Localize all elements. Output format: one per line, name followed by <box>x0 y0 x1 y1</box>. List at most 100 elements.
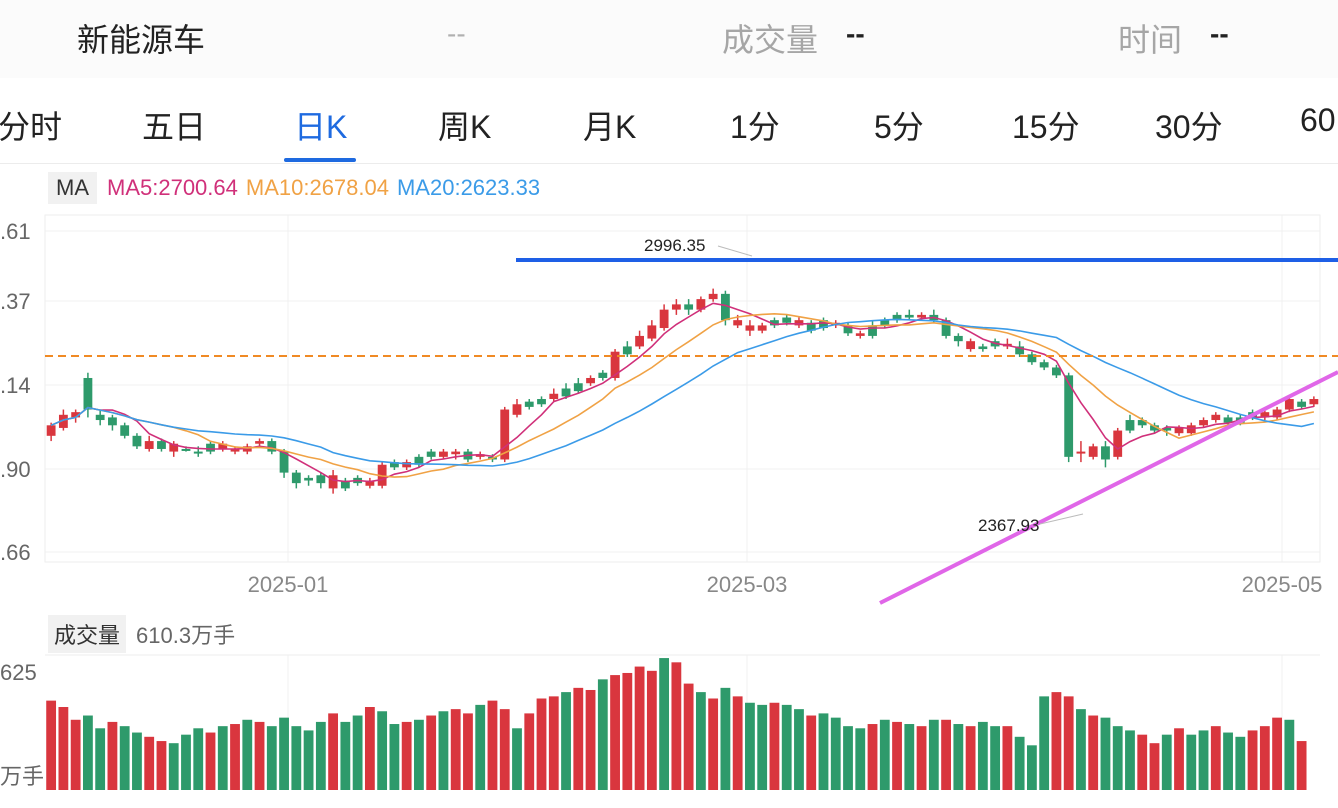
volume-bar <box>107 721 118 790</box>
candle-body <box>953 335 963 342</box>
candle-body <box>439 451 448 457</box>
y-tick-label: .66 <box>0 540 31 565</box>
volume-bar <box>573 687 584 790</box>
tab-5min[interactable]: 5分 <box>874 109 924 145</box>
candle-body <box>1223 417 1233 423</box>
volume-bar <box>193 728 204 790</box>
candle-body <box>512 404 522 415</box>
volume-bar <box>340 721 351 790</box>
volume-bar <box>1198 730 1209 790</box>
candle-body <box>1076 451 1086 454</box>
candle-body <box>279 451 289 473</box>
x-tick-label: 2025-03 <box>707 572 788 597</box>
time-label: 时间 <box>1118 22 1183 58</box>
volume-bar <box>95 728 106 790</box>
volume-bar <box>708 698 719 790</box>
volume-bar <box>426 715 437 790</box>
candle-body <box>770 320 779 326</box>
volume-bar <box>475 704 486 790</box>
volume-bar <box>1014 736 1025 790</box>
y-axis-ticks: .61 .37 .14 .90 .66 <box>0 219 31 565</box>
candle-body <box>120 425 130 436</box>
candle-body <box>1101 446 1110 460</box>
candle-body <box>720 293 730 321</box>
volume-bar <box>671 662 682 790</box>
volume-bar <box>1039 696 1050 790</box>
volume-bar <box>990 726 1001 790</box>
tab-weekly-k[interactable]: 周K <box>438 109 492 145</box>
candle-body <box>794 320 804 326</box>
volume-value: -- <box>846 18 865 49</box>
tab-60min[interactable]: 60 <box>1300 102 1336 138</box>
candle-body <box>83 377 93 410</box>
period-tabs: 分时 五日 日K 周K 月K 1分 5分 15分 30分 60 <box>0 80 1338 164</box>
candle-body <box>610 351 620 378</box>
candle-body <box>1284 399 1294 410</box>
volume-bar <box>1088 715 1099 790</box>
candle-body <box>1064 375 1074 457</box>
ma5-line <box>50 302 1315 483</box>
volume-bar <box>242 719 253 790</box>
y-tick-label: .14 <box>0 373 31 398</box>
candle-body <box>144 441 154 449</box>
volume-bar <box>904 724 915 790</box>
candle-body <box>868 325 877 336</box>
volume-bar <box>1186 734 1197 790</box>
x-tick-label: 2025-05 <box>1242 572 1323 597</box>
volume-indicator-tag[interactable]: 成交量 <box>48 615 127 653</box>
candle-body <box>622 346 632 355</box>
high-marker-leader <box>717 245 753 257</box>
tab-1min[interactable]: 1分 <box>730 109 780 145</box>
volume-bar <box>818 713 829 790</box>
candle-body <box>46 425 56 436</box>
volume-bar <box>414 719 424 790</box>
candle-body <box>389 462 399 468</box>
candle-body <box>966 341 976 350</box>
volume-bar <box>1063 696 1074 790</box>
candle-body <box>193 451 203 454</box>
tab-30min[interactable]: 30分 <box>1155 109 1223 145</box>
tab-daily-k[interactable]: 日K <box>294 109 348 145</box>
volume-bar <box>46 700 57 790</box>
candle-body <box>524 401 534 407</box>
volume-bar <box>965 726 976 790</box>
candle-body <box>1113 430 1123 457</box>
candle-body <box>230 448 240 452</box>
y-tick-label: .90 <box>0 457 31 482</box>
volume-bar <box>1210 726 1221 790</box>
candle-body <box>819 320 828 329</box>
candle-body <box>206 443 215 452</box>
volume-bar <box>794 709 804 790</box>
volume-bar <box>941 719 951 790</box>
volume-bar <box>646 670 657 790</box>
volume-bar <box>389 724 400 790</box>
volume-bar <box>303 730 314 790</box>
volume-bar <box>1174 728 1184 790</box>
candle-body <box>708 293 718 300</box>
ma10-value: MA10:2678.04 <box>245 175 389 200</box>
candle-body <box>181 448 191 451</box>
tab-five-day[interactable]: 五日 <box>142 109 207 145</box>
volume-bar <box>1076 709 1086 790</box>
volume-bar <box>205 732 216 790</box>
volume-bar <box>757 704 768 790</box>
candle-body <box>733 320 743 326</box>
volume-bar <box>1296 741 1307 790</box>
volume-bar <box>879 719 890 790</box>
candle-body <box>218 443 228 449</box>
volume-bar <box>977 721 988 790</box>
volume-bar <box>266 726 277 790</box>
volume-bar <box>1100 717 1111 790</box>
volume-bar <box>181 734 191 790</box>
volume-bar <box>622 672 633 790</box>
candlestick-series <box>46 288 1319 494</box>
candle-body <box>340 480 350 489</box>
tab-15min[interactable]: 15分 <box>1012 109 1080 145</box>
tab-intraday[interactable]: 分时 <box>0 109 63 145</box>
volume-bar <box>1051 692 1062 790</box>
drawing-overlays: 2996.35 2367.93 <box>45 236 1338 605</box>
ma-indicator-tag[interactable]: MA <box>48 172 97 204</box>
low-marker-leader <box>1039 513 1084 525</box>
tab-monthly-k[interactable]: 月K <box>583 109 637 145</box>
